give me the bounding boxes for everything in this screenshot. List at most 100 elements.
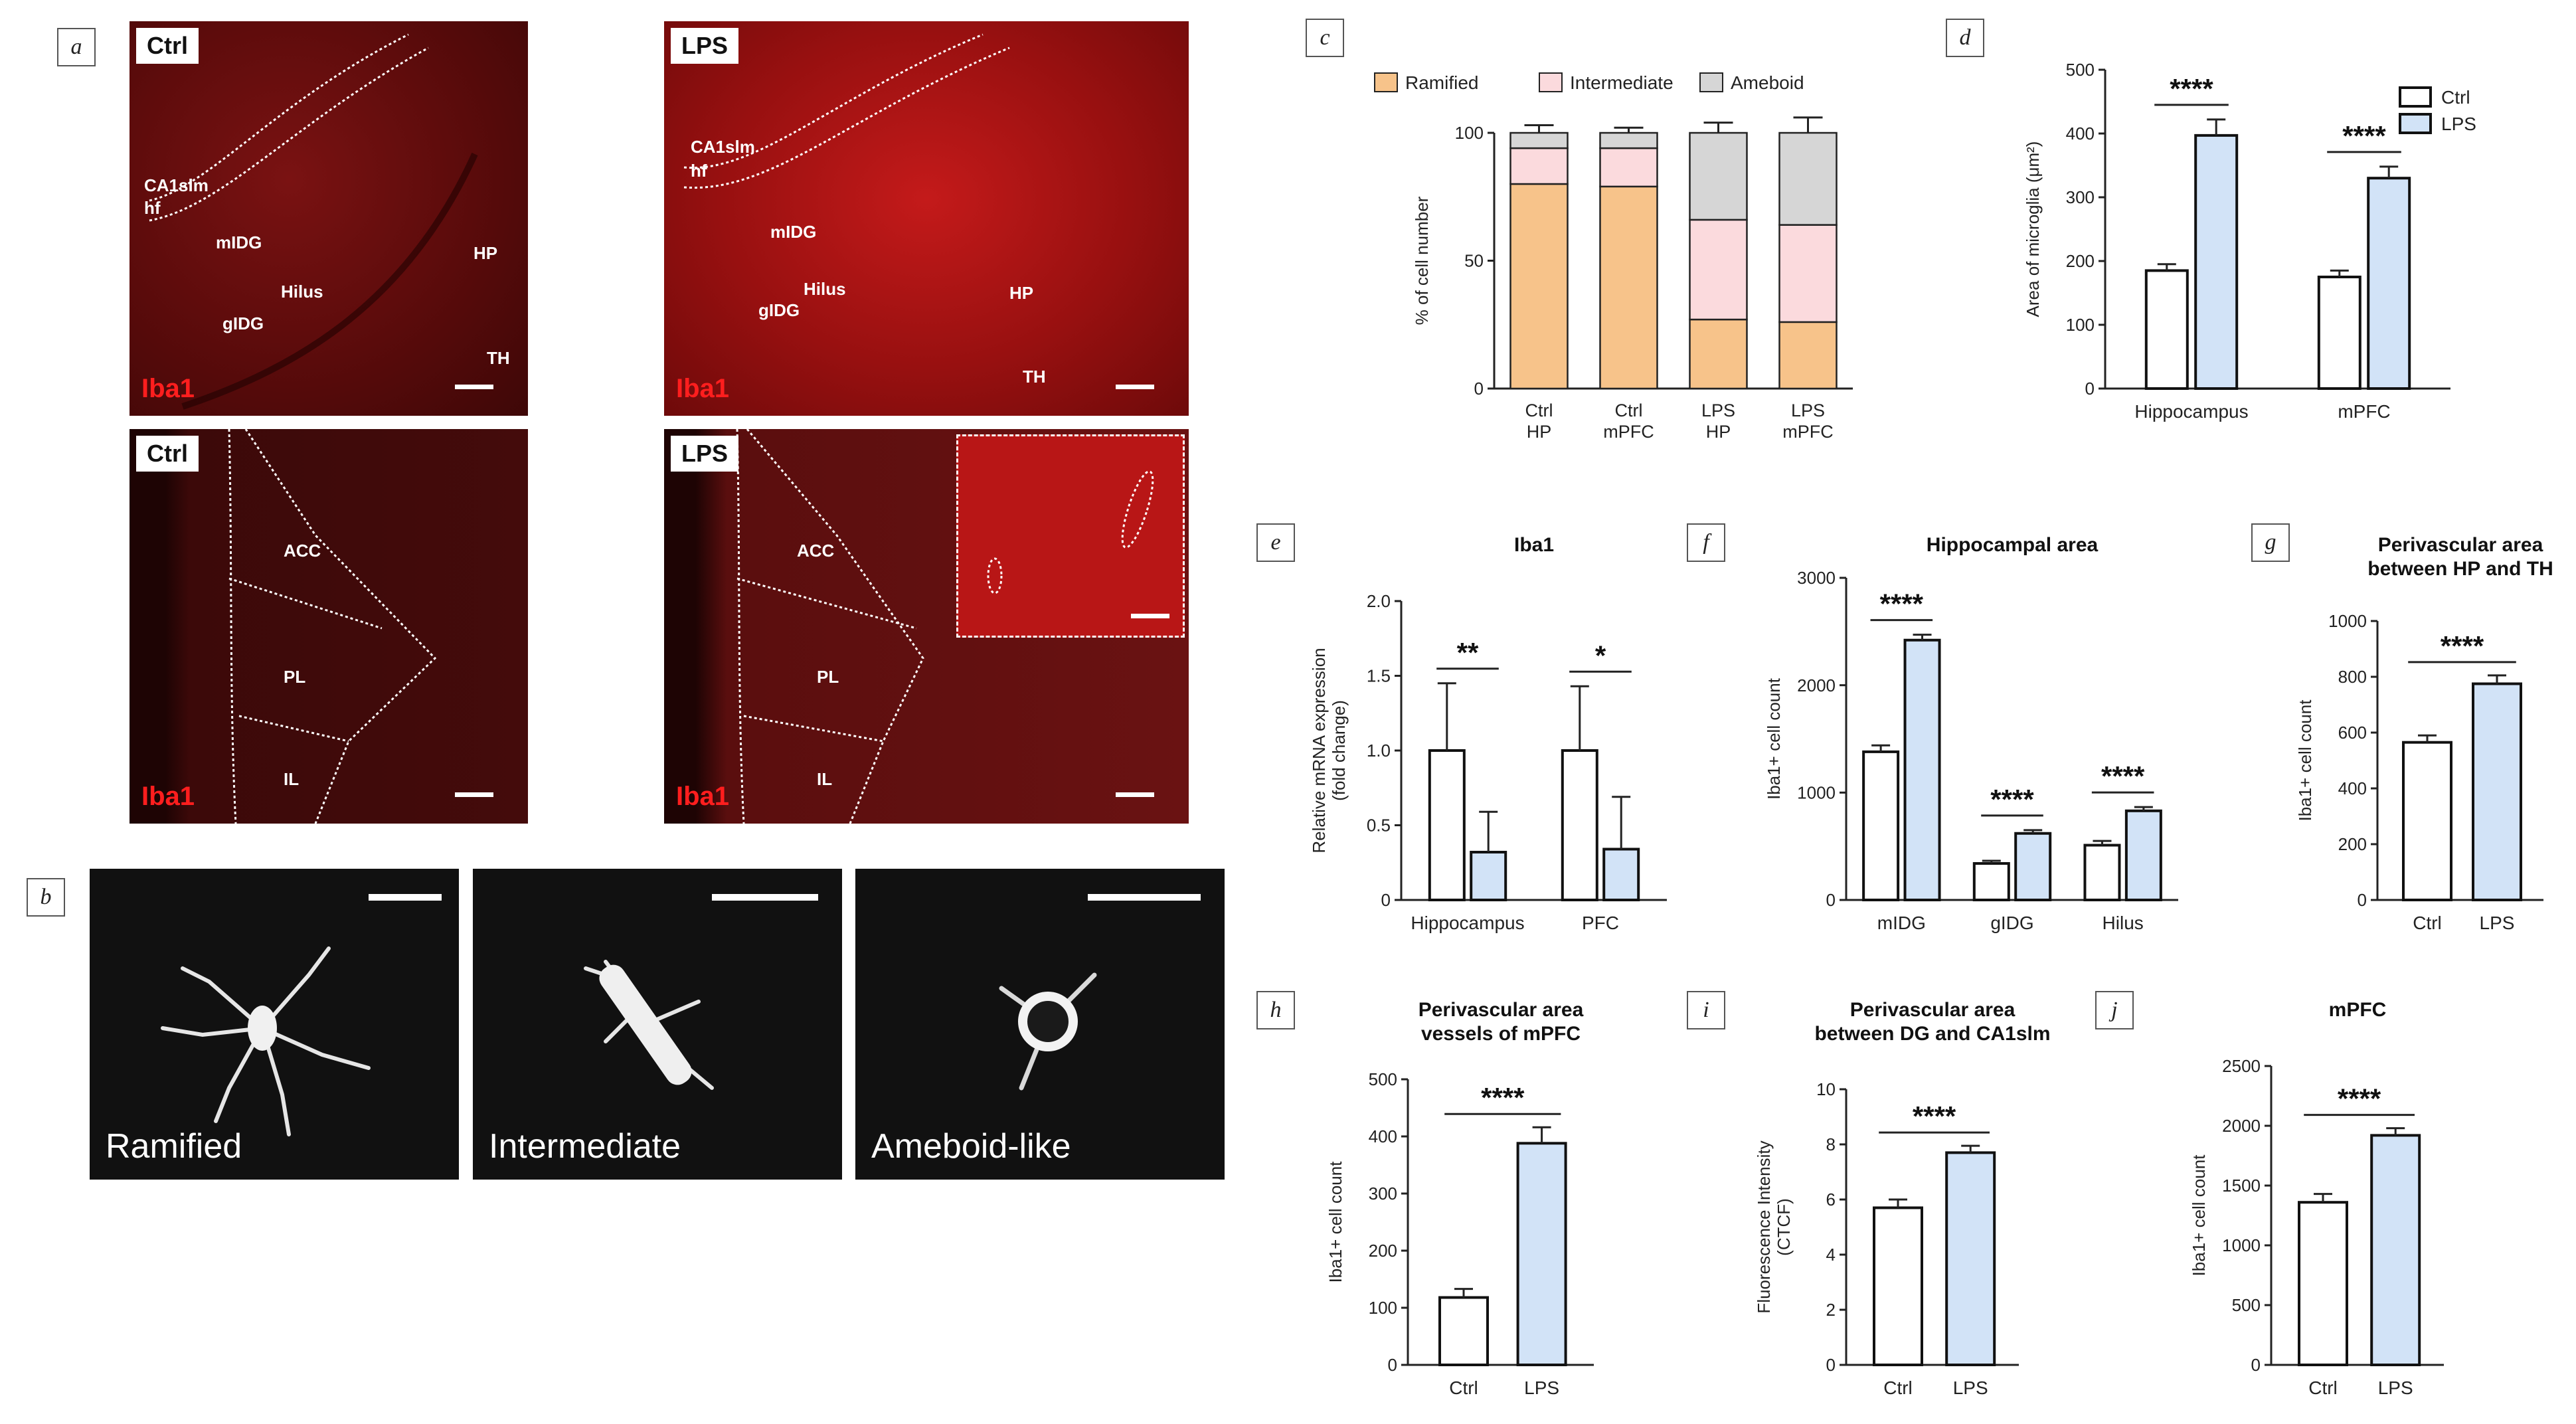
region-hilus: Hilus: [281, 282, 323, 302]
legend-label: Ctrl: [2441, 87, 2470, 108]
bar-ctrl: [1561, 749, 1598, 901]
chart-e-iba1-mrna: Iba1 0 0.5 1.0 1.5 2.0 Relative mRNA expressio…: [1309, 534, 1667, 933]
significance-label: ****: [2170, 73, 2213, 104]
morphology-label: Ameboid-like: [871, 1127, 1071, 1166]
y-axis-label: Fluorescence Intensity: [1754, 1140, 1774, 1313]
condition-tag: LPS: [671, 436, 739, 472]
x-tick-label: PFC: [1582, 913, 1619, 933]
panel-label-j: j: [2095, 991, 2134, 1029]
significance-label: ****: [1481, 1082, 1525, 1113]
stain-label: Iba1: [141, 782, 195, 811]
bar-lps: [2124, 809, 2162, 902]
region-midg: mIDG: [216, 232, 262, 252]
y-tick-label: 400: [1369, 1126, 1397, 1146]
y-tick-label: 100: [2066, 315, 2095, 335]
chart-j-mpfc: mPFC 0 500 1000 1500 2000 2500 Iba1+ cell count…: [2189, 999, 2444, 1398]
chart-title: vessels of mPFC: [1421, 1023, 1581, 1045]
y-tick-label: 0: [2085, 379, 2095, 399]
y-tick-label: 2.0: [1367, 591, 1391, 611]
y-axis-label: Relative mRNA expression: [1309, 648, 1329, 853]
y-tick-label: 0: [2358, 890, 2367, 910]
x-tick-label: Ctrl: [1525, 400, 1553, 420]
stacked-bar-segment: [1509, 147, 1569, 185]
y-tick-label: 1500: [2222, 1176, 2261, 1196]
y-axis-label: Iba1+ cell count: [1764, 677, 1784, 800]
significance-label: ****: [1913, 1101, 1956, 1132]
region-acc: ACC: [284, 541, 321, 561]
chart-title: Perivascular area: [1418, 999, 1584, 1021]
hippocampus-outline-ctrl: [149, 33, 478, 410]
region-pl: PL: [817, 667, 839, 687]
y-tick-label: 200: [1369, 1241, 1397, 1261]
region-hf: hf: [144, 198, 161, 218]
legend-label: Ramified: [1405, 72, 1478, 93]
bar-ctrl: [2317, 276, 2361, 390]
panel-label-b: b: [27, 878, 65, 917]
y-tick-label: 2000: [1797, 675, 1836, 695]
bar-lps: [1903, 638, 1941, 901]
inset-scale-bar: [1131, 614, 1169, 618]
x-tick-label: LPS: [2480, 913, 2515, 933]
inset-vessel-view: [956, 434, 1185, 638]
y-tick-label: 0: [1826, 890, 1836, 910]
morphology-ameboid: Ameboid-like: [855, 869, 1225, 1180]
stacked-bar-segment: [1689, 219, 1748, 321]
significance-label: ****: [2338, 1083, 2381, 1114]
y-tick-label: 100: [1455, 123, 1484, 143]
y-tick-label: 0: [2251, 1355, 2261, 1375]
bar-lps: [2370, 1134, 2421, 1366]
panel-label-f: f: [1687, 523, 1725, 562]
legend-swatch: [2399, 86, 2432, 108]
micrograph-hippocampus-lps: LPS CA1slm hf mIDG Hilus gIDG HP TH Iba1: [664, 21, 1189, 416]
stacked-bar-segment: [1509, 132, 1569, 149]
x-tick-label: Hilus: [2103, 913, 2144, 933]
significance-label: ****: [1990, 784, 2034, 815]
y-tick-label: 2500: [2222, 1056, 2261, 1076]
y-tick-label: 1.0: [1367, 741, 1391, 760]
y-axis-label: (CTCF): [1774, 1198, 1794, 1256]
y-tick-label: 400: [2338, 778, 2367, 798]
legend-swatch: [1699, 72, 1723, 92]
vessel-outlines: [987, 470, 1154, 594]
morphology-intermediate: Intermediate: [473, 869, 842, 1180]
condition-tag: LPS: [671, 28, 739, 64]
chart-d-microglia-area: 0 100 200 300 400 500 Area of microglia (μm²) H…: [2023, 60, 2476, 422]
x-tick-label: Ctrl: [1883, 1378, 1913, 1398]
chart-title: mPFC: [2329, 999, 2387, 1021]
x-tick-label: Hippocampus: [1411, 913, 1524, 933]
bar-ctrl: [1873, 1206, 1923, 1367]
y-tick-label: 500: [1369, 1069, 1397, 1089]
legend-label: Ameboid: [1731, 72, 1804, 93]
chart-title: Iba1: [1514, 534, 1554, 556]
pfc-outline-ctrl: [228, 429, 437, 824]
y-tick-label: 0: [1381, 890, 1391, 910]
x-tick-label: Ctrl: [1449, 1378, 1478, 1398]
stain-label: Iba1: [141, 374, 195, 403]
bar-lps: [2472, 682, 2522, 901]
bar-ctrl: [1428, 749, 1466, 901]
bar-ctrl: [2144, 269, 2189, 390]
legend-swatch: [1539, 72, 1563, 92]
micrograph-hippocampus-ctrl: Ctrl CA1slm hf mIDG Hilus gIDG HP TH Iba…: [129, 21, 528, 416]
x-tick-label: LPS: [1701, 400, 1735, 420]
legend-swatch: [2399, 113, 2432, 134]
scale-bar: [455, 792, 493, 797]
y-tick-label: 1000: [2222, 1235, 2261, 1255]
ramified-cell-icon: [161, 894, 442, 1136]
bar-ctrl: [2083, 844, 2121, 901]
x-tick-label: LPS: [1791, 400, 1825, 420]
stacked-bar-segment: [1599, 132, 1658, 149]
y-tick-label: 200: [2338, 834, 2367, 854]
chart-f-hippocampal-area: Hippocampal area 0 1000 2000 3000 Iba1+ cell …: [1764, 534, 2178, 933]
panel-label-d: d: [1946, 19, 1984, 57]
chart-title: Perivascular area: [1850, 999, 2016, 1021]
stacked-bar-segment: [1778, 224, 1838, 323]
legend-label: Intermediate: [1570, 72, 1674, 93]
y-tick-label: 300: [2066, 187, 2095, 207]
chart-title: Perivascular area: [2378, 534, 2543, 556]
y-tick-label: 0.5: [1367, 816, 1391, 836]
stacked-bar-segment: [1778, 321, 1838, 390]
y-axis-label: (fold change): [1329, 700, 1349, 801]
panel-label-h: h: [1256, 991, 1295, 1029]
